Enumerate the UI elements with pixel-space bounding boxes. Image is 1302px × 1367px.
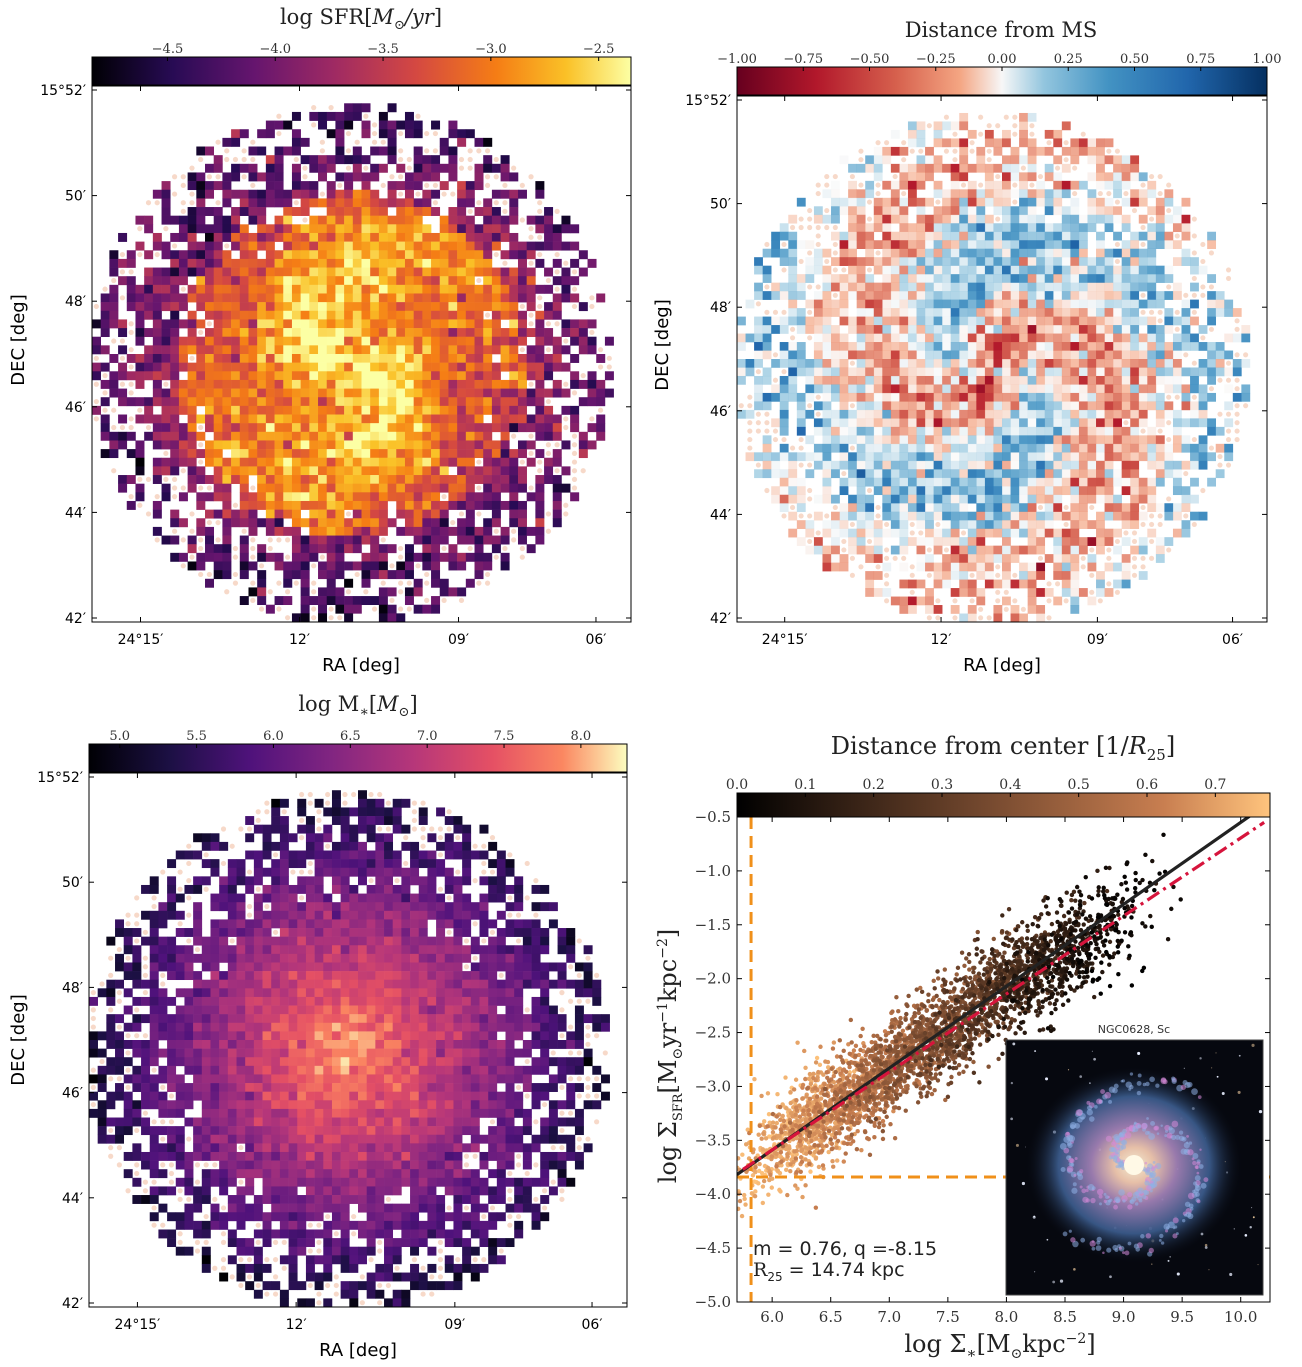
- panel-ms-distance-map: Distance from MS −1.00 −0.75 −0.50 −0.25 0.0…: [652, 18, 1281, 676]
- svg-text:44′: 44′: [65, 505, 86, 521]
- ms-colorbar-ticks: −1.00 −0.75 −0.50 −0.25 0.00 0.25 0.50 0.75 1.00: [717, 52, 1281, 71]
- scatter-colorbar-title: Distance from center [1/R25]: [831, 732, 1175, 764]
- svg-text:−1.00: −1.00: [717, 52, 757, 67]
- svg-text:0.25: 0.25: [1054, 52, 1083, 67]
- ms-map-cells: [737, 112, 1251, 622]
- scatter-y-axis-label: log ΣSFR[M⊙yr−1kpc−2]: [654, 929, 686, 1184]
- sfr-colorbar-title: log SFR[M⊙/yr]: [280, 5, 442, 33]
- fit-annotation-line1: m = 0.76, q =-8.15: [753, 1238, 937, 1260]
- ms-axis-ticks: 24°15′ 12′ 09′ 06′15°52′50′48′46′44′42′: [685, 93, 1267, 648]
- mass-axis-ticks: 24°15′ 12′ 09′ 06′15°52′50′48′46′44′42′: [37, 770, 627, 1333]
- svg-text:0.50: 0.50: [1120, 52, 1149, 67]
- mass-y-axis-label: DEC [deg]: [8, 994, 29, 1086]
- svg-text:−0.75: −0.75: [783, 52, 823, 67]
- ms-colorbar: [736, 66, 1268, 96]
- svg-text:0.00: 0.00: [988, 52, 1017, 67]
- ms-x-axis-label: RA [deg]: [963, 655, 1041, 676]
- svg-text:−4.5: −4.5: [152, 42, 184, 57]
- ms-colorbar-title: Distance from MS: [905, 18, 1098, 42]
- scatter-axis-ticks: 6.0 6.5 7.0 7.5 8.0 8.5 9.0 9.5 10.0−0.5−1.0−1.5…: [695, 808, 1270, 1326]
- svg-text:−2.5: −2.5: [583, 42, 615, 57]
- svg-text:−0.50: −0.50: [850, 52, 890, 67]
- panel-sfr-map: log SFR[M⊙/yr] −4.5 −4.0 −3.5 −3.0 −2.5 24°1…: [8, 5, 632, 676]
- svg-text:12′: 12′: [289, 632, 310, 648]
- fit-lines: [737, 817, 1266, 1176]
- mass-map-frame: [88, 772, 628, 1308]
- svg-text:48′: 48′: [65, 294, 86, 310]
- svg-text:1.00: 1.00: [1253, 52, 1282, 67]
- sfr-x-axis-label: RA [deg]: [322, 655, 400, 676]
- svg-text:0.75: 0.75: [1186, 52, 1215, 67]
- sfr-map-frame: [91, 85, 632, 623]
- sfr-colorbar: [91, 56, 632, 86]
- scatter-x-axis-label: log Σ∗[M⊙kpc−2]: [904, 1330, 1095, 1362]
- svg-text:−0.25: −0.25: [916, 52, 956, 67]
- panel-scatter: Distance from center [1/R25] 0.0 0.1 0.2 0.…: [654, 732, 1271, 1362]
- scatter-colorbar: [736, 792, 1271, 818]
- mass-map-cells: [89, 790, 610, 1307]
- ms-y-axis-label: DEC [deg]: [652, 299, 673, 391]
- ms-map-frame: [736, 95, 1268, 623]
- svg-text:15°52′: 15°52′: [40, 83, 86, 99]
- sfr-colorbar-ticks: −4.5 −4.0 −3.5 −3.0 −2.5: [152, 42, 615, 61]
- mass-colorbar-title: log M∗[M⊙]: [298, 692, 417, 720]
- svg-text:09′: 09′: [448, 632, 469, 648]
- sfr-axis-ticks: 24°15′ 12′ 09′ 06′ 15°52′ 50′ 48′ 46′ 44′ 42′: [40, 83, 631, 648]
- scatter-frame: [736, 816, 1271, 1303]
- scatter-colorbar-ticks: 0.0 0.1 0.2 0.3 0.4 0.5 0.6 0.7: [726, 777, 1226, 797]
- mass-colorbar-ticks: 5.0 5.5 6.0 6.5 7.0 7.5 8.0: [109, 729, 591, 748]
- svg-text:24°15′: 24°15′: [118, 632, 164, 648]
- svg-text:−4.0: −4.0: [259, 42, 291, 57]
- svg-text:46′: 46′: [65, 400, 86, 416]
- sfr-map-cells: [92, 103, 614, 622]
- svg-text:−3.5: −3.5: [367, 42, 399, 57]
- galaxy-inset: NGC0628, Sc: [1005, 1023, 1264, 1296]
- fit-annotation-line2: R25 = 14.74 kpc: [753, 1259, 905, 1284]
- svg-text:42′: 42′: [65, 611, 86, 627]
- panel-mass-map: log M∗[M⊙] 5.0 5.5 6.0 6.5 7.0 7.5 8.0 24°15′ 1…: [8, 692, 628, 1361]
- mass-colorbar: [88, 743, 628, 773]
- inset-title: NGC0628, Sc: [1098, 1023, 1170, 1036]
- mass-x-axis-label: RA [deg]: [319, 1340, 397, 1361]
- svg-text:06′: 06′: [585, 632, 606, 648]
- svg-text:50′: 50′: [65, 189, 86, 205]
- galaxy-nucleus: [1124, 1155, 1144, 1175]
- galaxy-spiral-arms: [1059, 1072, 1209, 1257]
- svg-text:−3.0: −3.0: [475, 42, 507, 57]
- sfr-y-axis-label: DEC [deg]: [8, 294, 29, 386]
